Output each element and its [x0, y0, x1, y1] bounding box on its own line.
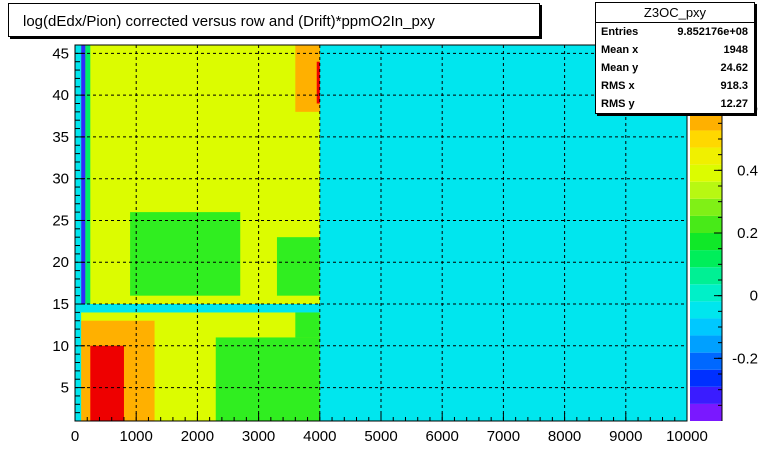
y-tick-label: 5	[61, 380, 69, 397]
y-tick-label: 40	[52, 87, 69, 104]
title-box: log(dEdx/Pion) corrected versus row and …	[8, 3, 540, 37]
colorbar-tick-label: 0	[750, 288, 758, 305]
colorbar-bin	[690, 352, 722, 370]
x-tick-label: 2000	[181, 428, 214, 445]
x-tick-label: 3000	[242, 428, 275, 445]
stats-value: 1948	[723, 44, 748, 56]
heatmap-cell	[295, 45, 320, 112]
colorbar-tick-label: 0.4	[737, 162, 758, 179]
y-tick-label: 45	[52, 45, 69, 62]
heatmap-cell	[81, 45, 86, 305]
grid-lines	[75, 45, 687, 421]
chart-title: log(dEdx/Pion) corrected versus row and …	[23, 13, 435, 30]
x-tick-label: 5000	[364, 428, 397, 445]
stats-row-rms-y: RMS y 12.27	[596, 95, 754, 113]
colorbar-bin	[690, 130, 722, 148]
y-tick-label: 10	[52, 338, 69, 355]
x-tick-label: 10000	[666, 428, 708, 445]
heatmap-cell	[276, 237, 320, 296]
y-tick-label: 25	[52, 212, 69, 229]
colorbar-bin	[690, 164, 722, 182]
stats-label: RMS y	[601, 98, 635, 110]
colorbar-bin	[690, 113, 722, 131]
colorbar-tick-label: -0.2	[732, 350, 758, 367]
heatmap-cell	[75, 304, 320, 313]
stats-label: Mean x	[601, 44, 639, 56]
stats-value: 918.3	[720, 80, 748, 92]
colorbar-bin	[690, 267, 722, 285]
x-tick-label: 7000	[487, 428, 520, 445]
stats-title: Z3OC_pxy	[596, 3, 754, 23]
colorbar-bin	[690, 301, 722, 319]
stats-value: 9.852176e+08	[677, 26, 748, 38]
stats-row-mean-x: Mean x 1948	[596, 41, 754, 59]
x-tick-label: 0	[71, 428, 79, 445]
colorbar-bin	[690, 386, 722, 404]
stats-row-rms-x: RMS x 918.3	[596, 77, 754, 95]
stats-value: 24.62	[720, 62, 748, 74]
heatmap-cell	[295, 312, 320, 338]
x-tick-label: 6000	[426, 428, 459, 445]
x-axis: 0 1000 2000 3000 4000 5000 6000 7000 8000 9000 100…	[71, 413, 708, 445]
stats-row-mean-y: Mean y 24.62	[596, 59, 754, 77]
heatmap-cell	[85, 45, 91, 305]
stats-row-entries: Entries 9.852176e+08	[596, 23, 754, 41]
x-tick-label: 1000	[120, 428, 153, 445]
colorbar-bin	[690, 181, 722, 199]
colorbar-bin	[690, 250, 722, 268]
stats-box: Z3OC_pxy Entries 9.852176e+08 Mean x 194…	[595, 2, 755, 114]
colorbar-bin	[690, 147, 722, 165]
y-tick-label: 30	[52, 171, 69, 188]
y-tick-label: 15	[52, 296, 69, 313]
colorbar-bin	[690, 233, 722, 251]
heatmap-cell	[215, 337, 320, 421]
heatmap-cell	[316, 61, 320, 104]
x-tick-label: 9000	[609, 428, 642, 445]
stats-label: Entries	[601, 26, 639, 38]
colorbar-tick-label: 0.2	[737, 225, 758, 242]
colorbar-bin	[690, 284, 722, 302]
colorbar-bin	[690, 335, 722, 353]
colorbar-bin	[690, 215, 722, 233]
colorbar-bin	[690, 369, 722, 387]
colorbar-bin	[690, 403, 722, 421]
y-tick-label: 35	[52, 129, 69, 146]
x-tick-label: 8000	[548, 428, 581, 445]
heatmap-cell	[75, 45, 82, 421]
x-tick-label: 4000	[303, 428, 336, 445]
stats-value: 12.27	[720, 98, 748, 110]
y-axis: 5 10 15 20 25 30 35 40 45	[52, 44, 85, 414]
heatmap-cell	[130, 212, 241, 296]
heatmap-cell	[90, 345, 124, 421]
stats-label: RMS x	[601, 80, 635, 92]
stats-label: Mean y	[601, 62, 639, 74]
colorbar-bin	[690, 318, 722, 336]
y-tick-label: 20	[52, 254, 69, 271]
colorbar-bin	[690, 198, 722, 216]
